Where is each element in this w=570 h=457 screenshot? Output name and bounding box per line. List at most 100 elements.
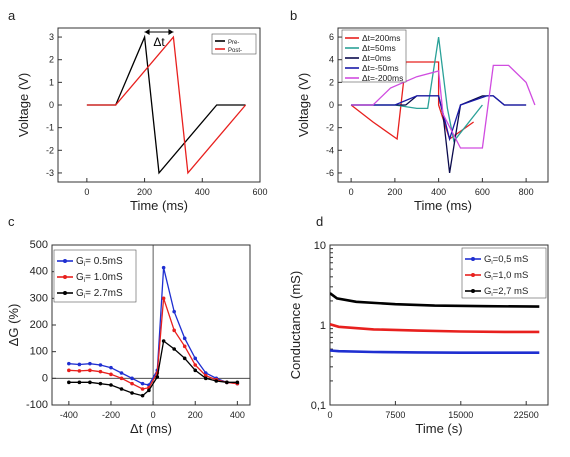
y-axis-label: Conductance (mS)	[288, 271, 303, 379]
series-line-a-1	[86, 35, 247, 175]
data-point	[235, 380, 240, 385]
data-point	[147, 388, 151, 393]
y-tick-label: 0	[49, 100, 54, 110]
series-line-b-4	[351, 64, 536, 149]
y-tick-label: 0	[329, 100, 334, 110]
series-line-d-0	[330, 349, 540, 355]
legend-g-symbol: Gi=2,7 mS	[484, 286, 528, 298]
legend-marker	[471, 289, 475, 293]
legend-g-letter: G	[484, 254, 491, 265]
y-tick-label: 4	[329, 55, 334, 65]
chart-panel-a: a 0 200 400 600 -3 -2 -1 0 1 2 3 Time (ms) Voltage (V…	[8, 8, 268, 213]
series-line-d-2	[330, 292, 540, 308]
legend-entry-text: =1,0 mS	[493, 270, 529, 281]
data-point	[203, 373, 208, 378]
y-tick-label: 200	[30, 319, 48, 331]
x-tick-label: 400	[431, 187, 446, 197]
x-tick-label: 7500	[385, 410, 405, 420]
y-tick-label: 500	[30, 239, 48, 251]
y-axis-label: ΔG (%)	[6, 304, 21, 347]
data-point	[172, 328, 176, 333]
series-line-d-1	[330, 323, 540, 334]
series-line-c-2	[68, 339, 238, 397]
y-tick-label: 1	[49, 77, 54, 87]
legend-entry: Pre-	[228, 40, 239, 46]
data-point	[98, 369, 103, 374]
data-point	[77, 362, 82, 367]
legend-g-subscript: i	[84, 262, 85, 268]
y-axis-label: Voltage (V)	[296, 73, 311, 137]
legend-entry-text: =2,7 mS	[493, 286, 529, 297]
panel-letter: c	[8, 214, 15, 229]
delta-t-arrowhead-right	[168, 29, 174, 35]
data-point	[172, 347, 176, 351]
legend-marker	[63, 275, 67, 279]
data-point	[67, 361, 71, 366]
y-tick-label: 2	[49, 55, 54, 65]
legend-g-symbol: Gi=0,5 mS	[484, 254, 528, 266]
legend-entry: Δt=200ms	[362, 33, 401, 43]
y-tick-label: -100	[26, 399, 48, 411]
y-tick-label: 0	[42, 372, 48, 384]
y-tick-label: 6	[329, 32, 334, 42]
data-point	[182, 356, 187, 361]
data-point	[214, 379, 219, 383]
y-tick-label: 300	[30, 292, 48, 304]
legend-g-letter: G	[76, 288, 84, 299]
chart-panel-c: c -400 -200 0 200 400 -100 0 100 200 300 400 500 Δt (…	[6, 214, 251, 436]
x-tick-label: 200	[137, 187, 152, 197]
y-tick-label: -2	[326, 123, 334, 133]
legend-g-letter: G	[76, 272, 84, 283]
data-point	[119, 376, 124, 381]
x-tick-label: 0	[327, 410, 332, 420]
x-tick-label: 400	[195, 187, 210, 197]
x-tick-label: 0	[151, 410, 156, 420]
data-point	[193, 368, 198, 373]
y-tick-label: -3	[46, 168, 54, 178]
legend-entry-text: =0,5 mS	[493, 254, 529, 265]
data-point	[193, 356, 198, 361]
x-tick-label: 0	[349, 187, 354, 197]
x-tick-label: 400	[230, 410, 245, 420]
x-tick-label: 600	[475, 187, 490, 197]
chart-panel-b: b 0 200 400 600 800 -6 -4 -2 0 2 4 6 Time (ms) Voltage…	[290, 8, 549, 213]
legend-g-letter: G	[484, 286, 491, 297]
data-point	[140, 381, 145, 386]
data-point	[161, 296, 166, 301]
chart-panel-d: d 0 7500 15000 22500 0,1 1 10 Time (s) Conductanc…	[288, 214, 549, 436]
legend-marker	[471, 257, 475, 261]
data-point	[77, 369, 82, 373]
legend-g-symbol: Gi= 1.0mS	[76, 272, 123, 284]
legend-entry: Δt=50ms	[362, 43, 396, 53]
series-line-c-1	[68, 298, 238, 390]
legend-entry: Post-	[228, 48, 242, 54]
legend-g-symbol: Gi= 2.7mS	[76, 288, 123, 300]
data-point	[67, 380, 71, 385]
data-point	[130, 381, 134, 386]
data-point	[119, 387, 124, 391]
data-point	[193, 363, 198, 367]
x-tick-label: 800	[519, 187, 534, 197]
data-point	[203, 376, 208, 381]
legend-entry-text: = 0.5mS	[85, 256, 123, 267]
y-tick-label: -1	[46, 123, 54, 133]
data-point	[225, 380, 229, 385]
data-point	[140, 393, 145, 398]
data-point	[161, 265, 166, 270]
data-point	[109, 372, 113, 377]
legend-g-letter: G	[484, 270, 491, 281]
x-tick-label: 15000	[448, 410, 473, 420]
legend-entry-text: = 1.0mS	[85, 272, 123, 283]
data-point	[119, 371, 124, 375]
x-tick-label: -200	[102, 410, 120, 420]
legend-entry: Δt=-200ms	[362, 73, 403, 83]
data-point	[98, 363, 103, 367]
data-point	[161, 339, 166, 343]
data-point	[130, 391, 134, 395]
data-point	[109, 365, 113, 370]
y-tick-label: 2	[329, 77, 334, 87]
y-tick-label: 3	[49, 32, 54, 42]
legend-marker	[63, 291, 67, 295]
data-point	[155, 375, 160, 379]
